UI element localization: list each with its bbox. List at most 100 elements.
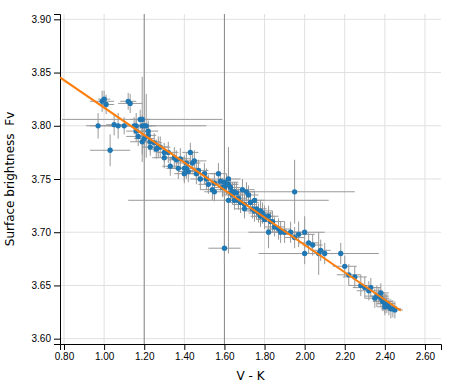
y-tick-mark xyxy=(54,19,60,20)
x-axis-title: V - K xyxy=(236,369,265,383)
x-tick-mark xyxy=(385,344,386,350)
point xyxy=(95,123,100,128)
y-tick-label: 3.65 xyxy=(32,280,52,291)
y-tick-label: 3.85 xyxy=(32,67,52,78)
x-tick-mark xyxy=(184,344,185,350)
grid-line-x xyxy=(144,14,145,344)
x-tick-label: 0.80 xyxy=(55,351,75,362)
point xyxy=(310,242,315,247)
point xyxy=(302,251,307,256)
y-tick-mark xyxy=(54,339,60,340)
x-tick-mark xyxy=(425,344,426,350)
x-tick-label: 1.40 xyxy=(175,351,195,362)
point xyxy=(136,134,141,139)
plot: 0.801.001.201.401.601.802.002.202.402.60… xyxy=(3,14,442,383)
point xyxy=(146,128,151,133)
point xyxy=(198,176,203,181)
x-tick-label: 1.80 xyxy=(255,351,275,362)
y-tick-label: 3.70 xyxy=(32,227,52,238)
point xyxy=(168,164,173,169)
x-tick: 1.20 xyxy=(135,344,155,362)
x-axis-line xyxy=(61,345,442,351)
point xyxy=(212,189,217,194)
point xyxy=(188,150,193,155)
y-tick-mark xyxy=(54,232,60,233)
x-tick: 2.40 xyxy=(376,344,396,362)
y-tick-label: 3.90 xyxy=(32,14,52,25)
x-tick-mark xyxy=(224,344,225,350)
point xyxy=(342,264,347,269)
x-tick-mark xyxy=(104,344,105,350)
point xyxy=(176,166,181,171)
y-tick: 3.90 xyxy=(32,14,60,25)
point xyxy=(252,198,257,203)
y-tick-mark xyxy=(54,179,60,180)
x-tick: 1.60 xyxy=(215,344,235,362)
x-tick: 1.80 xyxy=(255,344,275,362)
x-tick: 1.00 xyxy=(95,344,115,362)
point xyxy=(296,232,301,237)
point xyxy=(103,102,108,107)
x-tick-mark xyxy=(144,344,145,350)
point xyxy=(234,190,239,195)
point xyxy=(206,182,211,187)
point xyxy=(116,123,121,128)
x-tick-mark xyxy=(305,344,306,350)
y-tick: 3.85 xyxy=(32,67,60,78)
y-axis: 3.60 3.65 3.70 3.75 3.80 3.85 3.90 xyxy=(32,14,61,344)
grid-line-y xyxy=(60,179,441,180)
point xyxy=(101,97,106,102)
series-line xyxy=(60,77,401,310)
point xyxy=(122,123,127,128)
y-tick: 3.75 xyxy=(32,174,60,185)
grid xyxy=(60,14,441,344)
x-tick: 2.60 xyxy=(416,344,436,362)
grid-line-y xyxy=(60,19,441,20)
y-axis-line xyxy=(54,15,61,345)
point xyxy=(322,251,327,256)
point xyxy=(128,101,133,106)
y-tick: 3.65 xyxy=(32,280,60,291)
grid-line-y xyxy=(60,338,441,339)
vertical-line xyxy=(144,14,145,344)
point xyxy=(226,176,231,181)
x-tick-label: 1.20 xyxy=(135,351,155,362)
x-tick-mark xyxy=(265,344,266,350)
marks xyxy=(60,14,403,344)
y-tick: 3.80 xyxy=(32,120,60,131)
x-tick: 0.80 xyxy=(55,344,75,362)
x-tick-mark xyxy=(345,344,346,350)
point xyxy=(144,123,149,128)
y-tick: 3.60 xyxy=(32,333,60,344)
y-tick-mark xyxy=(54,73,60,74)
y-tick-label: 3.60 xyxy=(32,333,52,344)
line xyxy=(60,77,401,310)
y-tick-mark xyxy=(54,285,60,286)
point xyxy=(292,189,297,194)
y-tick-label: 3.75 xyxy=(32,174,52,185)
point xyxy=(338,251,343,256)
x-tick-label: 2.20 xyxy=(336,351,356,362)
x-axis: 0.801.001.201.401.601.802.002.202.402.60 xyxy=(55,344,442,362)
point xyxy=(107,148,112,153)
x-tick: 2.20 xyxy=(336,344,356,362)
y-axis-title: Surface brightness Fv xyxy=(3,112,17,246)
x-tick: 1.40 xyxy=(175,344,195,362)
point xyxy=(192,158,197,163)
point xyxy=(140,117,145,122)
x-tick-mark xyxy=(64,344,65,350)
y-tick: 3.70 xyxy=(32,227,60,238)
grid-line-x xyxy=(184,14,185,344)
x-tick-label: 1.00 xyxy=(95,351,115,362)
chart: 0.801.001.201.401.601.802.002.202.402.60… xyxy=(0,0,459,390)
point xyxy=(226,198,231,203)
grid-line-y xyxy=(60,232,441,233)
x-tick-label: 1.60 xyxy=(215,351,235,362)
point xyxy=(162,155,167,160)
grid-line-y xyxy=(60,72,441,73)
point xyxy=(266,230,271,235)
point xyxy=(148,144,153,149)
point xyxy=(302,230,307,235)
x-tick-label: 2.40 xyxy=(376,351,396,362)
point xyxy=(222,246,227,251)
